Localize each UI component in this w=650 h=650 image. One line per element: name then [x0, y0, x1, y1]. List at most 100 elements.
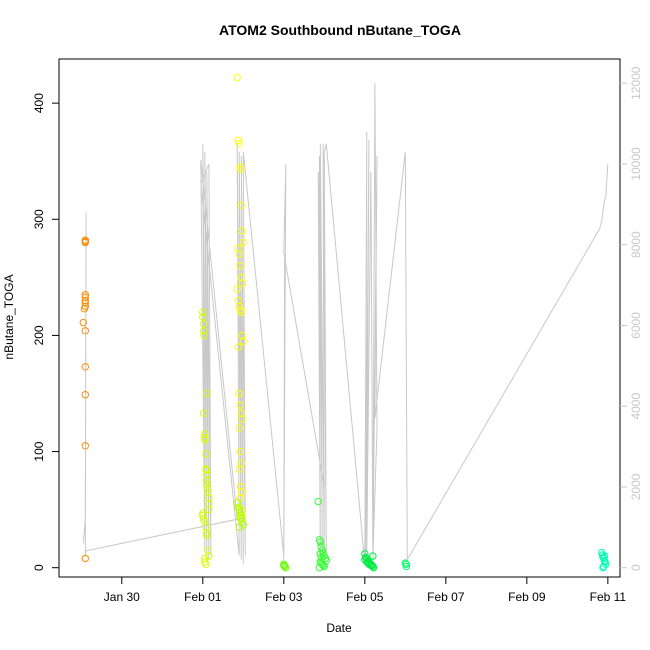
x-tick-label: Feb 09	[508, 590, 546, 604]
data-point-series-1	[202, 523, 210, 531]
data-point-series-5	[315, 564, 324, 572]
data-point-series-1	[199, 308, 207, 316]
data-point-series-6	[367, 561, 375, 570]
data-point-series-6	[365, 560, 373, 568]
data-point-series-3	[233, 499, 241, 507]
data-point-series-1	[205, 505, 213, 514]
data-point-series-3	[235, 523, 243, 531]
data-point-series-3	[237, 514, 246, 522]
y2-tick-label: 12000	[629, 66, 643, 100]
data-point-series-2	[235, 250, 243, 258]
x-tick-label: Feb 07	[427, 590, 465, 604]
data-point-series-2	[236, 447, 244, 456]
data-point-series-2	[236, 165, 245, 174]
x-tick-label: Feb 01	[184, 590, 222, 604]
data-point-series-6	[361, 550, 369, 558]
data-point-series-0	[81, 236, 90, 244]
data-point-series-2	[239, 337, 248, 345]
data-point-series-0	[81, 442, 90, 450]
secondary-series-line	[82, 83, 609, 564]
data-point-series-1	[201, 436, 209, 444]
data-point-series-1	[199, 320, 208, 328]
data-point-series-6	[361, 555, 369, 564]
data-point-series-0	[81, 299, 90, 307]
data-point-series-2	[235, 465, 243, 473]
data-point-series-5	[319, 561, 327, 570]
data-point-series-1	[199, 313, 207, 321]
data-point-series-0	[81, 391, 90, 399]
plot-area	[79, 73, 610, 572]
data-point-series-2	[233, 73, 241, 82]
data-point-series-2	[235, 424, 243, 432]
data-point-series-0	[81, 296, 90, 305]
y-tick-label: 200	[32, 325, 46, 345]
data-point-series-5	[316, 538, 324, 546]
y-tick-label: 300	[32, 209, 46, 229]
data-point-series-1	[201, 433, 209, 442]
x-axis-label: Date	[326, 621, 352, 635]
data-point-series-1	[204, 485, 212, 493]
data-point-series-4	[282, 564, 290, 572]
data-point-series-1	[199, 409, 208, 417]
data-point-series-5	[320, 562, 328, 571]
y2-tick-label: 8000	[629, 231, 643, 258]
data-point-series-2	[238, 279, 247, 287]
data-point-series-1	[205, 494, 213, 502]
data-point-series-1	[203, 471, 211, 479]
x-tick-label: Jan 30	[104, 590, 140, 604]
data-point-series-0	[81, 293, 90, 301]
data-point-series-0	[79, 318, 88, 327]
x-tick-label: Feb 11	[590, 590, 627, 604]
data-point-series-4	[280, 560, 288, 568]
y2-tick-label: 2000	[629, 473, 643, 500]
y-tick-label: 100	[32, 441, 46, 461]
data-point-series-1	[199, 327, 208, 335]
data-point-series-5	[317, 553, 325, 561]
data-point-series-0	[81, 363, 90, 371]
data-point-series-1	[202, 450, 210, 458]
data-point-series-2	[235, 389, 243, 398]
data-point-series-8	[599, 553, 607, 561]
data-point-series-2	[237, 308, 246, 316]
data-point-series-0	[81, 554, 90, 563]
data-point-series-7	[401, 559, 409, 567]
y-axis-label: nButane_TOGA	[2, 274, 16, 359]
y2-tick-label: 0	[629, 564, 643, 571]
data-point-series-3	[236, 515, 245, 523]
data-point-series-2	[237, 409, 246, 417]
data-point-series-2	[234, 136, 243, 145]
data-point-series-8	[600, 562, 608, 571]
data-point-series-1	[203, 466, 211, 474]
data-point-series-1	[199, 509, 207, 517]
x-tick-label: Feb 03	[265, 590, 303, 604]
data-point-series-2	[235, 140, 243, 148]
data-point-series-8	[600, 552, 609, 560]
data-point-series-2	[234, 296, 243, 305]
data-point-series-3	[239, 521, 248, 529]
data-point-series-1	[205, 500, 213, 508]
chart-title: ATOM2 Southbound nButane_TOGA	[219, 22, 461, 38]
data-point-series-1	[200, 331, 208, 340]
data-point-series-5	[316, 550, 324, 558]
data-point-series-7	[402, 562, 411, 571]
data-point-series-1	[203, 389, 211, 398]
data-point-series-1	[203, 529, 211, 537]
data-point-series-2	[237, 201, 246, 210]
y2-tick-label: 10000	[629, 147, 643, 181]
x-tick-label: Feb 05	[346, 590, 384, 604]
data-point-series-2	[236, 482, 245, 491]
data-point-series-2	[236, 262, 244, 270]
data-point-series-1	[205, 552, 213, 560]
y2-tick-label: 4000	[629, 393, 643, 420]
axes: Jan 30 Feb 01 Feb 03 Feb 05 Feb 07 Feb 09 Feb …	[32, 58, 643, 604]
data-point-series-5	[314, 497, 322, 506]
data-point-series-2	[238, 227, 246, 235]
data-point-series-2	[238, 415, 246, 423]
data-point-series-2	[233, 285, 241, 293]
data-point-series-5	[317, 543, 325, 551]
data-point-series-2	[234, 343, 243, 351]
data-point-series-1	[202, 465, 210, 473]
data-point-series-6	[369, 552, 377, 560]
y-tick-label: 400	[32, 93, 46, 113]
